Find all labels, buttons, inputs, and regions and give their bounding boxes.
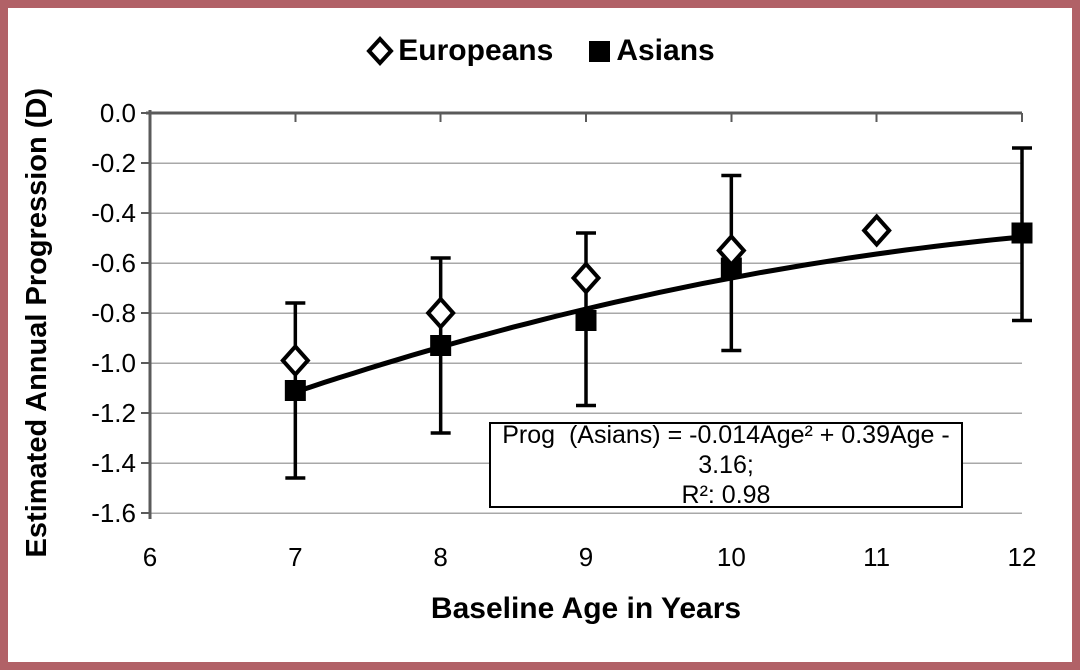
marker-asian-square	[284, 380, 306, 401]
trendline-equation: Prog (Asians) = -0.014Age² + 0.39Age - 3…	[502, 421, 957, 479]
legend-label-europeans: Europeans	[398, 34, 554, 67]
x-tick-label: 11	[863, 542, 890, 572]
marker-european-diamond	[425, 295, 456, 331]
marker-european-diamond	[570, 260, 602, 296]
marker-asian-square	[1011, 222, 1033, 244]
filled-square-icon	[589, 41, 611, 62]
trend-line	[292, 234, 1025, 395]
x-tick-label: 10	[717, 542, 746, 572]
marker-european-diamond	[716, 233, 747, 268]
legend-item-asians: Asians	[587, 34, 715, 68]
trendline-equation-box: Prog (Asians) = -0.014Age² + 0.39Age - 3…	[489, 421, 963, 509]
y-tick-label: -0.2	[91, 148, 136, 178]
y-tick-label: -1.2	[91, 398, 136, 428]
x-axis-title: Baseline Age in Years	[430, 592, 742, 625]
y-tick-label: 0.0	[100, 98, 136, 128]
chart-plot-area: 0.0 -0.2 -0.4 -0.6 -0.8 -1.0 -1.2 -1.4 -1.66 7 8 9 1…	[91, 98, 1037, 572]
x-tick-label: 8	[433, 542, 447, 572]
legend-label-asians: Asians	[616, 34, 715, 67]
x-tick-label: 6	[143, 542, 157, 572]
open-diamond-icon	[366, 36, 394, 66]
x-tick-label: 7	[288, 542, 302, 572]
y-tick-label: -0.8	[91, 298, 136, 328]
marker-asian-square	[720, 257, 742, 279]
trendline-r-squared: R²: 0.98	[681, 481, 771, 509]
marker-asian-square	[575, 310, 597, 331]
legend: Europeans Asians	[8, 34, 1072, 68]
marker-european-diamond	[861, 213, 892, 248]
y-tick-label: -1.4	[91, 448, 136, 478]
y-axis-title: Estimated Annual Progression (D)	[20, 88, 53, 558]
y-tick-label: -1.6	[91, 498, 136, 528]
legend-item-europeans: Europeans	[365, 34, 553, 68]
marker-european-diamond	[280, 343, 311, 378]
marker-asian-square	[430, 335, 452, 356]
y-tick-label: -0.6	[91, 248, 136, 278]
y-tick-label: -0.4	[91, 198, 136, 228]
x-tick-label: 9	[579, 542, 593, 572]
x-tick-label: 12	[1008, 542, 1037, 572]
y-tick-label: -1.0	[91, 348, 136, 378]
